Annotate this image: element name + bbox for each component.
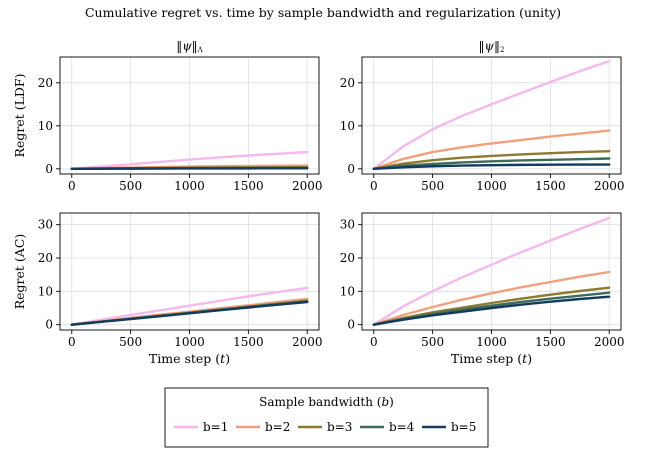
legend-label: b=4: [389, 420, 415, 434]
x-tick-label: 0: [370, 335, 378, 349]
series-line-b=2: [372, 270, 611, 326]
x-tick-label: 500: [421, 179, 444, 193]
x-tick-label: 0: [68, 335, 76, 349]
legend-entry-b=1: b=1: [174, 420, 228, 434]
x-tick-label: 500: [119, 335, 142, 349]
series-line-b=1: [70, 150, 309, 171]
y-tick-label: 20: [38, 76, 53, 90]
series-line-b=5: [70, 167, 309, 171]
series-line-b=5: [70, 300, 309, 326]
panel-title: ‖ψ‖Λ: [176, 39, 203, 54]
series-line-b=1: [372, 60, 611, 171]
x-tick-label: 1500: [535, 179, 566, 193]
series-line-b=1: [70, 286, 309, 326]
y-tick-label: 0: [45, 318, 53, 332]
y-tick-label: 10: [340, 119, 355, 133]
series-line-b=1: [372, 216, 611, 326]
legend-label: b=3: [327, 420, 352, 434]
x-tick-label: 0: [370, 179, 378, 193]
x-tick-label: 1500: [535, 335, 566, 349]
series-line-b=3: [372, 149, 611, 171]
x-tick-label: 0: [68, 179, 76, 193]
panel-1: 0 500 1000 1500 2000 0 10 20 ‖ψ‖Λ Regret (LDF): [12, 39, 323, 193]
x-tick-label: 500: [421, 335, 444, 349]
y-axis-label: Regret (LDF): [12, 74, 27, 158]
y-tick-label: 30: [340, 218, 355, 232]
x-tick-label: 1500: [233, 179, 264, 193]
panel-2: 0 500 1000 1500 2000 0 10 20 ‖ψ‖2: [340, 39, 625, 193]
series-line-b=5: [372, 295, 611, 326]
x-tick-label: 2000: [292, 335, 323, 349]
x-tick-label: 1000: [476, 179, 507, 193]
legend-label: b=1: [203, 420, 228, 434]
series-line-b=4: [372, 157, 611, 171]
y-tick-label: 0: [45, 162, 53, 176]
x-axis-label: Time step (t): [149, 351, 230, 366]
y-tick-label: 20: [38, 251, 53, 265]
legend-box: [164, 387, 489, 448]
y-tick-label: 10: [38, 119, 53, 133]
legend-label: b=2: [265, 420, 290, 434]
legend-title: Sample bandwidth (b): [259, 395, 394, 409]
legend: Sample bandwidth (b) b=1 b=2 b=3 b=4 b=5: [164, 387, 489, 448]
legend-entry-b=4: b=4: [360, 420, 415, 434]
legend-entry-b=2: b=2: [236, 420, 290, 434]
legend-label: b=5: [451, 420, 476, 434]
panel-3: 0 500 1000 1500 2000 0 10 20 30 Time step (t) Regr…: [12, 212, 323, 366]
legend-entry-b=5: b=5: [422, 420, 476, 434]
y-tick-label: 10: [38, 284, 53, 298]
y-tick-label: 20: [340, 251, 355, 265]
y-tick-label: 0: [347, 318, 355, 332]
x-tick-label: 2000: [594, 335, 625, 349]
series-line-b=5: [372, 163, 611, 171]
x-tick-label: 2000: [292, 179, 323, 193]
y-axis-label: Regret (AC): [12, 234, 27, 310]
legend-entry-b=3: b=3: [298, 420, 352, 434]
x-tick-label: 1000: [174, 179, 205, 193]
x-tick-label: 1000: [476, 335, 507, 349]
figure-title: Cumulative regret vs. time by sample ban…: [85, 5, 561, 20]
x-tick-label: 500: [119, 179, 142, 193]
series-line-b=2: [372, 129, 611, 171]
panel-4: 0 500 1000 1500 2000 0 10 20 30 Time step (t): [340, 212, 625, 366]
y-tick-label: 20: [340, 76, 355, 90]
y-tick-label: 30: [38, 218, 53, 232]
y-tick-label: 10: [340, 284, 355, 298]
x-tick-label: 1500: [233, 335, 264, 349]
y-tick-label: 0: [347, 162, 355, 176]
series-line-b=3: [372, 286, 611, 326]
x-tick-label: 2000: [594, 179, 625, 193]
x-tick-label: 1000: [174, 335, 205, 349]
x-axis-label: Time step (t): [451, 351, 532, 366]
panel-title: ‖ψ‖2: [479, 39, 505, 54]
